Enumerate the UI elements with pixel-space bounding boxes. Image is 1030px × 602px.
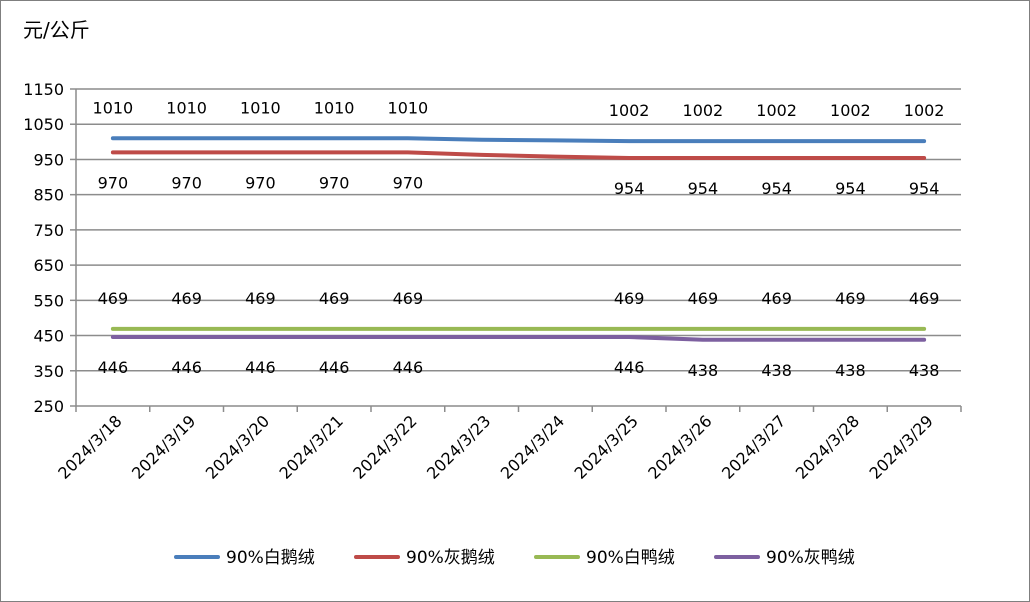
y-tick-label: 650 [33, 256, 64, 275]
legend-label: 90%白鸭绒 [586, 548, 675, 568]
data-label: 954 [761, 179, 792, 198]
data-label: 446 [614, 358, 645, 377]
data-labels: 1010 1010 1010 1010 1010 1002 1002 1002 1002 1002… [93, 98, 945, 379]
data-label: 469 [171, 289, 202, 308]
data-label: 954 [614, 179, 645, 198]
data-label: 1010 [314, 98, 355, 117]
data-label: 1010 [240, 98, 281, 117]
data-label: 446 [245, 358, 276, 377]
data-label: 438 [688, 361, 719, 380]
y-tick-label: 950 [33, 150, 64, 169]
y-tick-label: 450 [33, 327, 64, 346]
x-tick-label: 2024/3/20 [202, 411, 273, 482]
x-tick-label: 2024/3/22 [349, 411, 420, 482]
x-tick-label: 2024/3/29 [866, 411, 937, 482]
data-label: 446 [171, 358, 202, 377]
data-label: 970 [98, 173, 129, 192]
data-label: 1002 [904, 101, 945, 120]
data-label: 970 [393, 173, 424, 192]
legend-label: 90%灰鸭绒 [766, 548, 855, 568]
y-tick-label: 1150 [23, 80, 64, 99]
series-line [110, 334, 927, 342]
data-label: 469 [909, 289, 940, 308]
x-tick-label: 2024/3/23 [423, 411, 494, 482]
data-label: 1010 [166, 98, 207, 117]
x-tick-label: 2024/3/26 [644, 411, 715, 482]
data-label: 954 [909, 179, 940, 198]
x-tick-label: 2024/3/24 [497, 411, 568, 482]
data-label: 1002 [830, 101, 871, 120]
series-lines [110, 136, 927, 342]
data-label: 469 [614, 289, 645, 308]
x-tick-label: 2024/3/18 [54, 411, 125, 482]
data-label: 970 [171, 173, 202, 192]
data-label: 1002 [683, 101, 724, 120]
y-tick-label: 1050 [23, 115, 64, 134]
data-label: 438 [761, 361, 792, 380]
data-label: 1010 [388, 98, 429, 117]
legend-label: 90%白鹅绒 [226, 548, 315, 568]
series-line [110, 136, 927, 144]
data-label: 970 [245, 173, 276, 192]
data-label: 446 [393, 358, 424, 377]
x-tick-label: 2024/3/19 [128, 411, 199, 482]
data-label: 438 [835, 361, 866, 380]
x-tick-label: 2024/3/27 [718, 411, 789, 482]
x-tick-label: 2024/3/21 [276, 411, 347, 482]
legend: 90%白鹅绒 90%灰鹅绒 90%白鸭绒 90%灰鸭绒 [174, 548, 855, 568]
data-label: 1010 [93, 98, 134, 117]
data-label: 469 [245, 289, 276, 308]
data-label: 954 [835, 179, 866, 198]
data-label: 469 [688, 289, 719, 308]
y-tick-label: 550 [33, 291, 64, 310]
y-tick-label: 350 [33, 362, 64, 381]
y-tick-label: 850 [33, 186, 64, 205]
data-label: 469 [319, 289, 350, 308]
data-label: 446 [98, 358, 129, 377]
data-label: 970 [319, 173, 350, 192]
data-label: 1002 [609, 101, 650, 120]
data-label: 438 [909, 361, 940, 380]
legend-label: 90%灰鹅绒 [406, 548, 495, 568]
x-tick-label: 2024/3/28 [792, 411, 863, 482]
y-axis-label: 元/公斤 [23, 18, 90, 42]
data-label: 469 [761, 289, 792, 308]
data-label: 469 [393, 289, 424, 308]
y-tick-labels: 250 350 450 550 650 750 850 950 1050 1150 [23, 80, 64, 416]
data-label: 469 [835, 289, 866, 308]
series-line [110, 150, 927, 161]
data-label: 446 [319, 358, 350, 377]
data-label: 1002 [756, 101, 797, 120]
y-tick-label: 750 [33, 221, 64, 240]
y-tick-label: 250 [33, 397, 64, 416]
data-label: 469 [98, 289, 129, 308]
x-tick-labels: 2024/3/18 2024/3/19 2024/3/20 2024/3/21 2024… [54, 411, 937, 482]
axes [70, 88, 962, 412]
data-label: 954 [688, 179, 719, 198]
x-tick-label: 2024/3/25 [571, 411, 642, 482]
